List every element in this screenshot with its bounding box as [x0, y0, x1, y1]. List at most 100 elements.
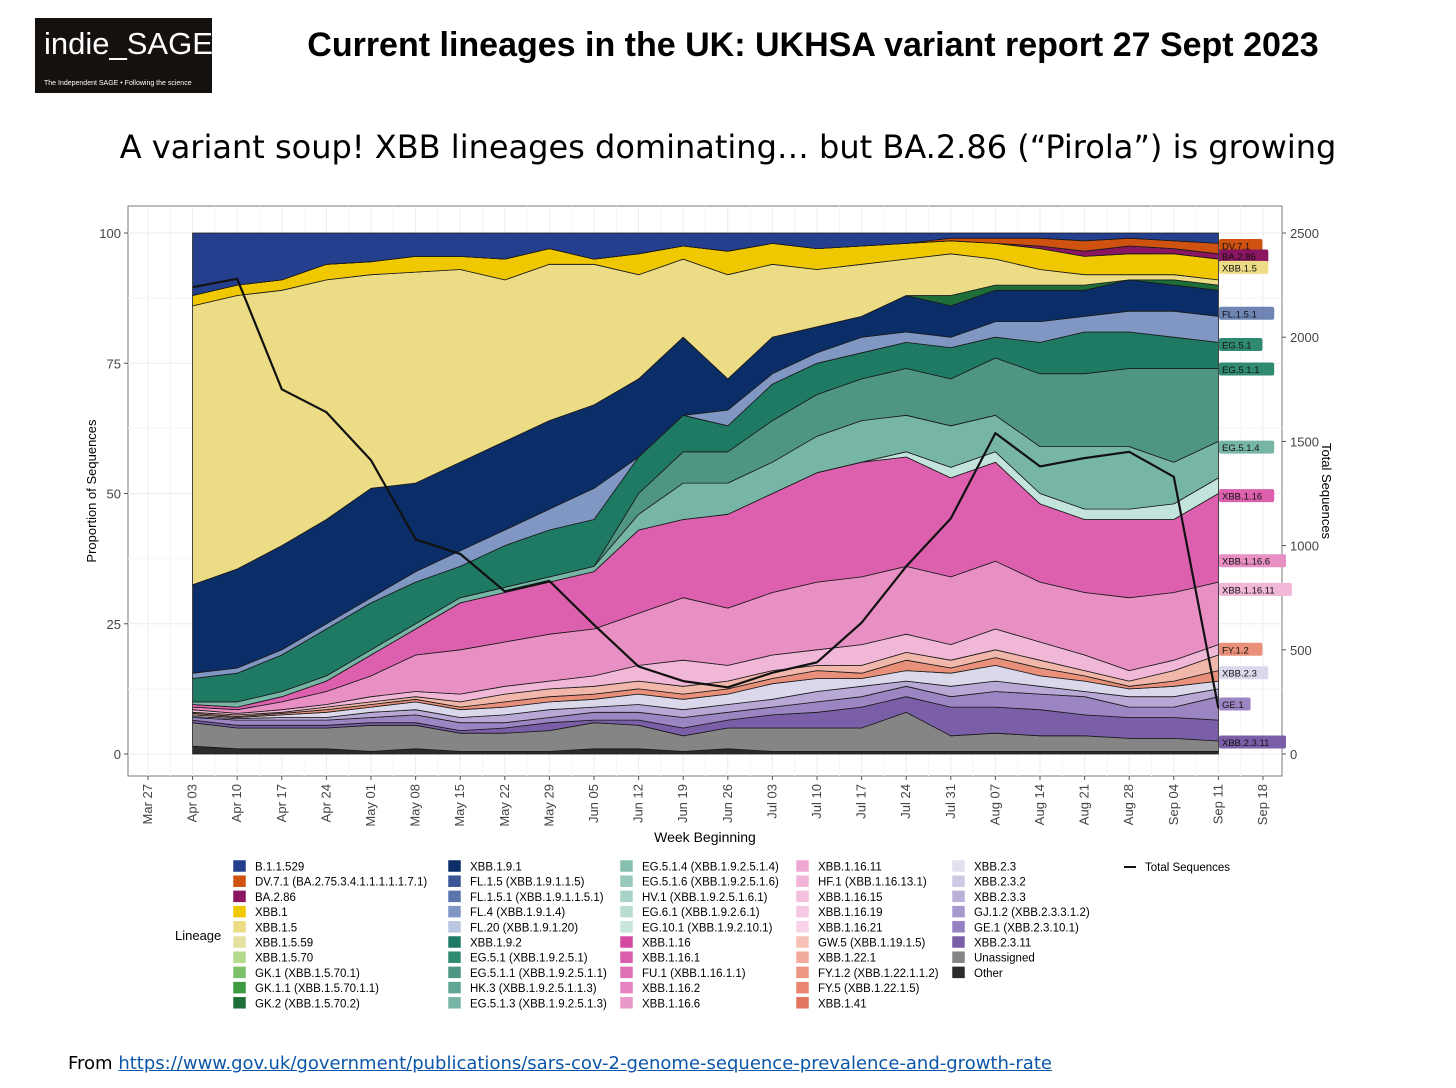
- y-tick-label: 25: [107, 617, 121, 632]
- legend-label: HV.1 (XBB.1.9.2.5.1.6.1): [642, 892, 768, 904]
- legend-label: XBB.2.3: [974, 862, 1016, 874]
- legend-label: FL.4 (XBB.1.9.1.4): [470, 907, 565, 919]
- legend-label: XBB.1.41: [818, 998, 867, 1010]
- legend-label: FY.5 (XBB.1.22.1.5): [818, 983, 920, 995]
- legend-label: XBB.1.16.2: [642, 983, 700, 995]
- x-axis-label: Week Beginning: [654, 829, 756, 845]
- legend-swatch: [232, 890, 247, 903]
- x-tick-label: May 01: [363, 784, 378, 827]
- legend-swatch: [795, 859, 810, 873]
- source-line: From https://www.gov.uk/government/publi…: [68, 1053, 1052, 1074]
- legend-swatch: [447, 966, 462, 979]
- x-tick-label: Aug 21: [1077, 784, 1092, 825]
- end-label-box: [1219, 697, 1251, 711]
- legend-swatch: [232, 966, 247, 979]
- legend-label: XBB.1.16.11: [818, 862, 882, 874]
- legend-label: XBB.1.16: [642, 938, 691, 950]
- legend-label: EG.6.1 (XBB.1.9.2.6.1): [642, 907, 760, 919]
- end-label: GE.1: [1222, 700, 1244, 711]
- legend-label: XBB.2.3.3: [974, 892, 1026, 904]
- legend-swatch: [795, 890, 810, 903]
- x-tick-label: Jul 03: [764, 784, 779, 819]
- end-label-box: [1219, 239, 1263, 253]
- end-label-box: [1219, 489, 1275, 503]
- legend-label: GK.1 (XBB.1.5.70.1): [255, 968, 360, 980]
- legend-swatch: [447, 935, 462, 949]
- legend-swatch: [619, 996, 634, 1010]
- legend-swatch: [619, 890, 634, 903]
- legend-swatch: [619, 920, 634, 934]
- legend-line-label: Total Sequences: [1145, 862, 1230, 874]
- legend-label: XBB.1.16.19: [818, 907, 883, 919]
- legend-swatch: [951, 905, 966, 918]
- x-tick-label: May 22: [497, 784, 512, 827]
- legend-swatch: [795, 935, 810, 949]
- legend-swatch: [232, 996, 247, 1010]
- legend-swatch: [232, 981, 247, 994]
- x-tick-label: Aug 07: [987, 784, 1002, 825]
- legend-swatch: [795, 874, 810, 888]
- end-label-box: [1219, 260, 1269, 274]
- legend-swatch: [447, 981, 462, 994]
- end-label-box: [1219, 666, 1269, 680]
- x-tick-label: Apr 10: [229, 784, 244, 822]
- y2-tick-label: 1500: [1290, 434, 1319, 449]
- page-subtitle: A variant soup! XBB lineages dominating……: [119, 128, 1337, 166]
- legend-swatch: [795, 996, 810, 1010]
- legend-label: EG.5.1.3 (XBB.1.9.2.5.1.3): [470, 998, 607, 1010]
- legend-label: EG.5.1 (XBB.1.9.2.5.1): [470, 953, 588, 965]
- end-label: XBB.1.5: [1222, 263, 1257, 274]
- end-label: XBB.1.16.11: [1222, 585, 1275, 596]
- legend-label: XBB.1.22.1: [818, 953, 876, 965]
- legend-label: GW.5 (XBB.1.19.1.5): [818, 938, 926, 950]
- x-tick-label: Mar 27: [140, 784, 155, 824]
- legend-label: XBB.1.16.21: [818, 922, 883, 934]
- x-tick-label: Jul 31: [943, 784, 958, 819]
- legend-label: FL.20 (XBB.1.9.1.20): [470, 922, 578, 934]
- end-label-box: [1219, 362, 1275, 376]
- legend-swatch: [951, 950, 966, 964]
- legend-label: DV.7.1 (BA.2.75.3.4.1.1.1.1.1.7.1): [255, 877, 427, 889]
- end-label: FY.1.2: [1222, 645, 1249, 656]
- x-tick-label: Jul 10: [809, 784, 824, 819]
- logo-text: indie_SAGE: [44, 26, 213, 61]
- y-tick-label: 0: [114, 747, 121, 762]
- lineage-area-chart: 0 25 50 75 100 Proportion of Sequences 0 500 100…: [84, 205, 1334, 1010]
- legend-swatch: [619, 859, 634, 873]
- legend-swatch: [447, 996, 462, 1010]
- legend-swatch: [232, 905, 247, 918]
- legend-label: EG.5.1.6 (XBB.1.9.2.5.1.6): [642, 877, 779, 889]
- legend-swatch: [795, 905, 810, 918]
- y2-tick-label: 2000: [1290, 330, 1319, 345]
- end-label: DV.7.1: [1222, 242, 1250, 253]
- legend-label: Unassigned: [974, 953, 1035, 965]
- x-tick-label: May 29: [541, 784, 556, 827]
- end-label: FL.1.5.1: [1222, 309, 1257, 320]
- legend-label: EG.5.1.4 (XBB.1.9.2.5.1.4): [642, 862, 779, 874]
- legend-swatch: [619, 966, 634, 979]
- legend-label: GK.1.1 (XBB.1.5.70.1.1): [255, 983, 379, 995]
- x-tick-label: Apr 17: [274, 784, 289, 822]
- x-tick-label: Apr 24: [318, 784, 333, 822]
- end-label-box: [1219, 306, 1275, 320]
- legend-label: XBB.1.9.1: [470, 862, 522, 874]
- legend-swatch: [951, 859, 966, 873]
- legend-title: Lineage: [175, 928, 221, 943]
- x-tick-label: Jun 26: [720, 784, 735, 823]
- legend-label: FL.1.5.1 (XBB.1.9.1.1.5.1): [470, 892, 604, 904]
- legend-swatch: [232, 859, 247, 873]
- legend-label: HK.3 (XBB.1.9.2.5.1.1.3): [470, 983, 597, 995]
- x-tick-label: Aug 28: [1121, 784, 1136, 825]
- x-tick-label: May 08: [408, 784, 423, 827]
- y-tick-label: 75: [107, 356, 121, 371]
- x-tick-label: Sep 18: [1255, 784, 1270, 825]
- area-layer-22: [192, 232, 1219, 296]
- legend-label: GJ.1.2 (XBB.2.3.3.1.2): [974, 907, 1090, 919]
- legend-label: BA.2.86: [255, 892, 296, 904]
- end-label: XBB.2.3: [1222, 669, 1257, 680]
- legend-swatch: [619, 874, 634, 888]
- legend-label: FL.1.5 (XBB.1.9.1.1.5): [470, 877, 585, 889]
- end-label: EG.5.1.1: [1222, 365, 1260, 376]
- end-label-box: [1219, 642, 1263, 656]
- source-link[interactable]: https://www.gov.uk/government/publicatio…: [118, 1053, 1052, 1074]
